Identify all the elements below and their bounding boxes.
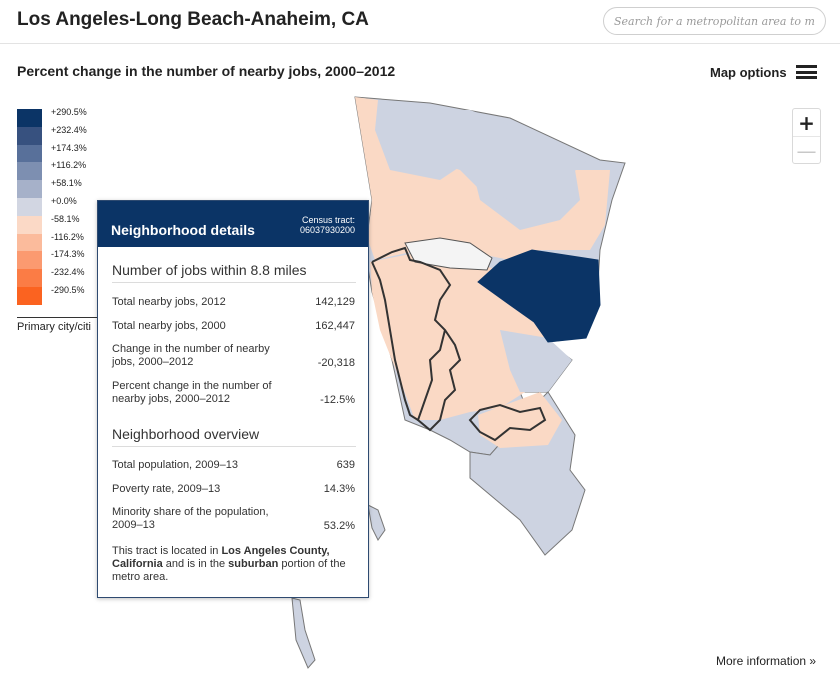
panel-header: Neighborhood details Census tract: 06037… xyxy=(98,201,368,247)
note-type: suburban xyxy=(228,558,279,570)
map-decline-area xyxy=(355,97,610,262)
zoom-out-button[interactable]: — xyxy=(796,138,817,163)
primary-city-legend-label: Primary city/citi xyxy=(17,321,91,333)
legend-row: -290.5% xyxy=(17,284,87,305)
legend-swatch xyxy=(17,180,42,198)
page-title: Los Angeles-Long Beach-Anaheim, CA xyxy=(17,9,369,30)
selected-tract-highlight[interactable] xyxy=(477,249,601,343)
legend-row: +232.4% xyxy=(17,124,87,145)
legend-swatch xyxy=(17,251,42,270)
census-tract-caption: Census tract: xyxy=(301,215,355,225)
census-tract-label: Census tract: 06037930200 xyxy=(300,215,355,235)
catalina-island xyxy=(367,504,386,541)
more-information-link[interactable]: More information » xyxy=(716,654,817,668)
map-options-label: Map options xyxy=(710,64,787,80)
legend-row: +116.2% xyxy=(17,160,87,181)
legend-label: +58.1% xyxy=(51,178,82,189)
legend-row: +290.5% xyxy=(17,107,87,127)
jobs-row-label: Change in the number of nearby jobs, 200… xyxy=(112,343,270,368)
note-middle: and is in the xyxy=(162,558,229,570)
jobs-section-heading: Number of jobs within 8.8 miles xyxy=(112,262,307,278)
overview-row-label: Total population, 2009–13 xyxy=(112,459,238,471)
legend-swatch xyxy=(17,233,42,252)
note-suffix: portion of the metro area. xyxy=(112,558,346,583)
legend-row: -116.2% xyxy=(17,231,87,252)
legend-swatch xyxy=(17,162,42,181)
map-subtitle: Percent change in the number of nearby j… xyxy=(17,63,396,79)
legend-row: -174.3% xyxy=(17,249,87,270)
legend-label: -232.4% xyxy=(51,267,85,278)
primary-city-boundary xyxy=(371,246,462,432)
legend-label: -290.5% xyxy=(51,284,85,295)
note-county: Los Angeles County, California xyxy=(112,545,330,570)
legend-label: -58.1% xyxy=(51,213,80,224)
legend-label: +0.0% xyxy=(51,195,77,206)
legend-row: +58.1% xyxy=(17,178,87,198)
overview-row-value: 14.3% xyxy=(323,483,355,495)
overview-row-label: Poverty rate, 2009–13 xyxy=(112,483,221,495)
overview-section-heading: Neighborhood overview xyxy=(112,426,260,442)
census-tract-id: 06037930200 xyxy=(299,225,355,235)
san-clemente-island xyxy=(291,597,316,669)
map-decline-area xyxy=(478,392,562,448)
legend-divider xyxy=(17,317,97,318)
legend-swatch xyxy=(17,215,42,234)
legend-row: -58.1% xyxy=(17,213,87,234)
note-prefix: This tract is located in xyxy=(112,545,222,557)
legend-label: +290.5% xyxy=(51,107,87,117)
legend-swatch xyxy=(17,109,42,127)
jobs-row-value: -20,318 xyxy=(317,357,355,369)
map-options-button[interactable]: Map options xyxy=(710,63,817,81)
legend-row: +174.3% xyxy=(17,142,87,163)
metro-search-input[interactable] xyxy=(603,7,826,35)
legend-swatch xyxy=(17,286,42,305)
overview-row-label: Minority share of the population, 2009–1… xyxy=(112,506,269,531)
legend-swatch xyxy=(17,126,42,145)
neighborhood-details-panel: Neighborhood details Census tract: 06037… xyxy=(97,200,369,598)
jobs-row-value: 162,447 xyxy=(315,320,355,332)
map-gray-patch xyxy=(500,330,572,392)
section-divider xyxy=(112,282,356,283)
jobs-row-value: 142,129 xyxy=(315,296,355,308)
zoom-control: + — xyxy=(792,108,821,164)
overview-row-value: 639 xyxy=(336,459,355,471)
legend-row: -232.4% xyxy=(17,267,87,287)
header-bar: Los Angeles-Long Beach-Anaheim, CA xyxy=(0,0,840,44)
legend-swatch xyxy=(17,197,42,216)
map-gray-patch xyxy=(380,110,590,200)
legend-label: -116.2% xyxy=(51,231,84,242)
legend-swatch xyxy=(17,269,42,287)
legend-row: +0.0% xyxy=(17,195,87,216)
tract-location-note: This tract is located in Los Angeles Cou… xyxy=(112,545,356,584)
legend-swatch xyxy=(17,144,42,163)
jobs-row-label: Total nearby jobs, 2000 xyxy=(112,320,226,332)
jobs-row-value: -12.5% xyxy=(320,394,355,406)
jobs-row-label: Percent change in the number of nearby j… xyxy=(112,380,272,405)
zoom-in-button[interactable]: + xyxy=(793,109,820,137)
jobs-row-label: Total nearby jobs, 2012 xyxy=(112,296,226,308)
map-legend: +290.5% +232.4% +174.3% +116.2% +58.1% +0.0% -… xyxy=(17,107,87,305)
legend-label: -174.3% xyxy=(51,249,85,260)
panel-title: Neighborhood details xyxy=(111,222,255,238)
legend-label: +232.4% xyxy=(51,124,87,135)
legend-label: +116.2% xyxy=(51,160,87,171)
overview-row-value: 53.2% xyxy=(323,520,355,532)
primary-city-boundary xyxy=(468,403,547,442)
primary-city-boundary xyxy=(371,261,419,421)
section-divider xyxy=(112,446,356,447)
legend-label: +174.3% xyxy=(51,142,87,153)
hamburger-menu-icon xyxy=(795,65,817,79)
